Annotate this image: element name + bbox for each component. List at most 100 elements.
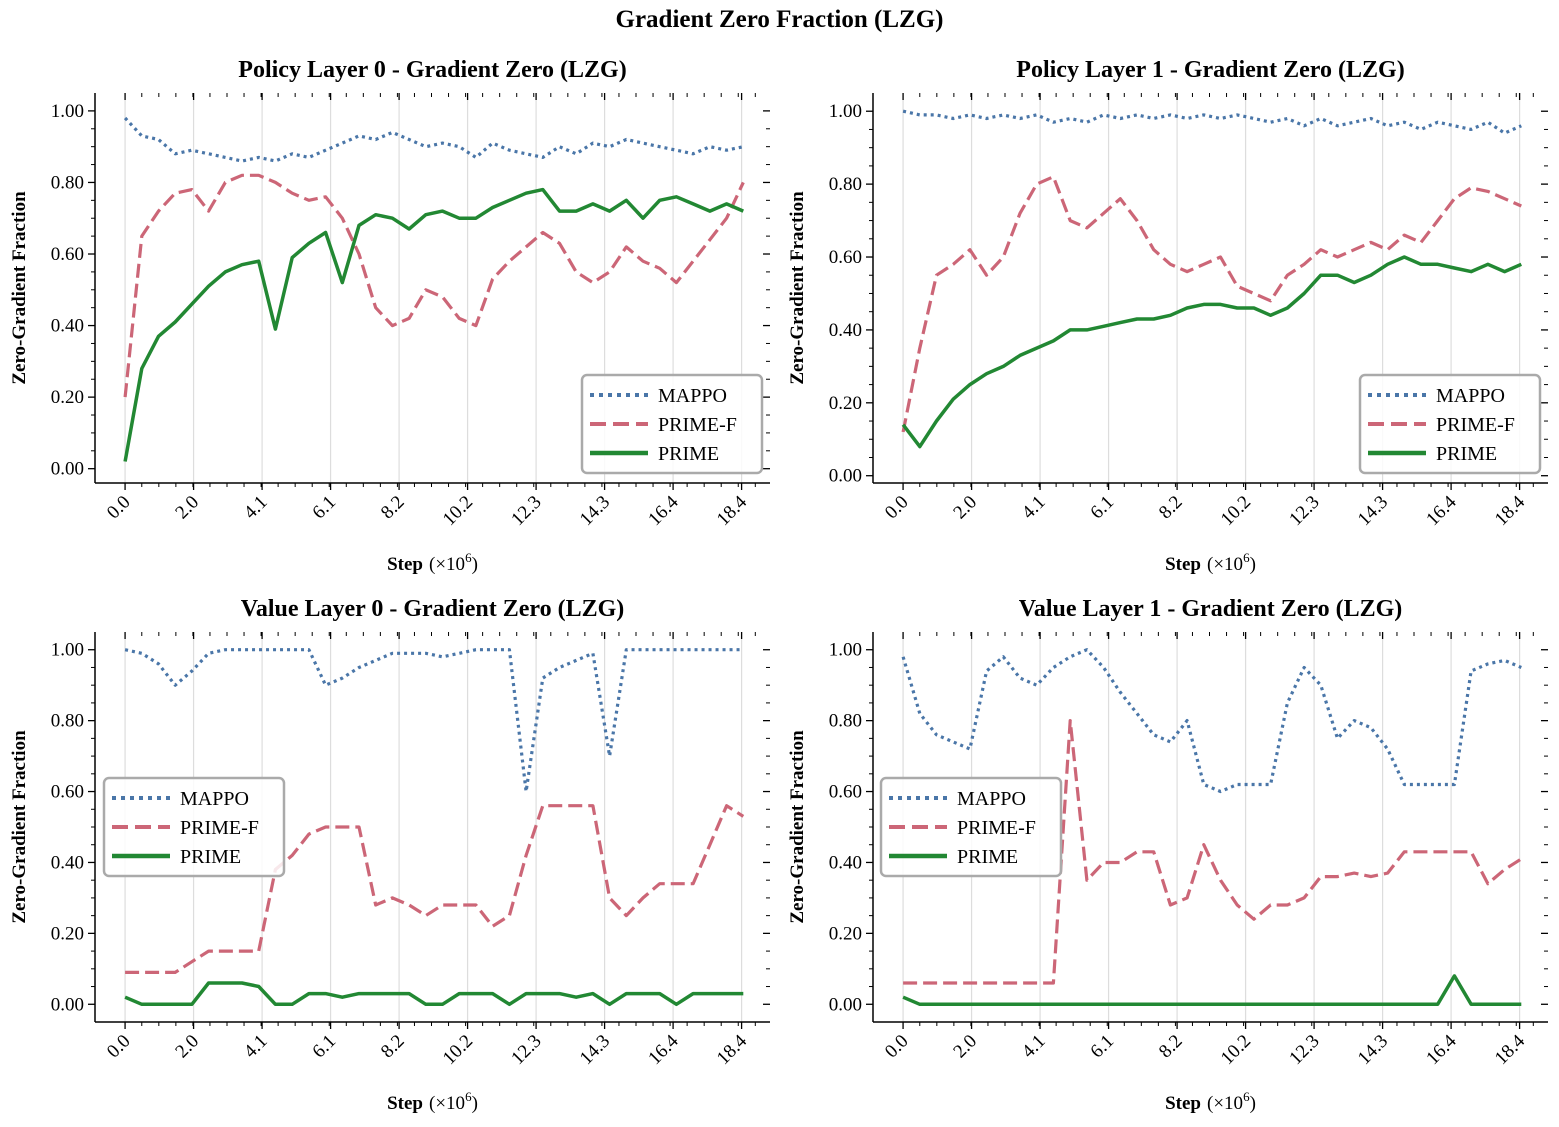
- x-tick-label: 4.1: [240, 492, 272, 524]
- x-axis-label-close: ): [472, 1093, 478, 1114]
- x-tick-label: 16.4: [644, 491, 683, 530]
- y-tick-label: 0.60: [829, 782, 862, 803]
- legend-box: [1358, 373, 1542, 475]
- y-tick-label: 0.40: [51, 316, 84, 337]
- series-line-prime: [902, 974, 1522, 1007]
- series-line-prime-f: [903, 718, 1523, 985]
- x-axis-label-exp: 6: [1243, 1089, 1250, 1104]
- y-tick-label: 0.40: [51, 852, 84, 873]
- x-tick-label: 4.1: [1018, 1031, 1050, 1063]
- y-tick-label: 0.60: [829, 247, 862, 268]
- legend-label: PRIME: [658, 443, 719, 465]
- y-tick-label: 0.40: [829, 852, 862, 873]
- x-tick-label: 0.0: [881, 492, 913, 524]
- x-tick-label: 16.4: [1422, 1030, 1461, 1069]
- y-tick-label: 0.80: [829, 174, 862, 195]
- y-tick-label: 0.60: [51, 782, 84, 803]
- x-axis-label: Step (×106): [387, 550, 478, 575]
- x-tick-label: 10.2: [439, 1031, 477, 1069]
- series-line-prime-f: [901, 175, 1522, 433]
- series-line-prime: [123, 187, 744, 462]
- y-tick-label: 0.00: [51, 459, 84, 480]
- y-tick-label: 0.20: [829, 923, 862, 944]
- x-axis-label: Step (×106): [1165, 550, 1256, 575]
- x-tick-label: 0.0: [881, 1031, 913, 1063]
- series-line-mappo: [123, 116, 744, 163]
- y-tick-label: 1.00: [829, 101, 862, 122]
- x-axis-label-unit: (×10: [1207, 554, 1243, 575]
- y-tick-label: 1.00: [829, 640, 862, 661]
- x-axis-label-exp: 6: [1243, 550, 1250, 565]
- legend-box: [879, 776, 1063, 878]
- y-tick-label: 0.40: [829, 320, 862, 341]
- legend: MAPPO PRIME-F PRIME: [879, 776, 1063, 878]
- x-axis-label: Step (×106): [387, 1089, 478, 1114]
- legend-label: PRIME: [957, 846, 1018, 868]
- x-tick-label: 12.3: [1285, 1031, 1323, 1069]
- x-axis-label-exp: 6: [465, 550, 472, 565]
- x-tick-label: 12.3: [1285, 492, 1323, 530]
- y-tick-label: 0.20: [51, 923, 84, 944]
- y-tick-label: 0.20: [51, 387, 84, 408]
- x-axis-label-main: Step: [1165, 554, 1201, 575]
- y-tick-label: 0.80: [829, 711, 862, 732]
- x-tick-label: 18.4: [1491, 491, 1530, 530]
- figure-title: Gradient Zero Fraction (LZG): [615, 6, 944, 33]
- x-tick-label: 0.0: [103, 492, 135, 524]
- panel-title: Policy Layer 1 - Gradient Zero (LZG): [1016, 57, 1404, 83]
- y-tick-label: 0.80: [51, 172, 84, 193]
- panel-title: Value Layer 1 - Gradient Zero (LZG): [1019, 596, 1403, 622]
- x-tick-label: 2.0: [949, 1031, 981, 1063]
- x-tick-label: 12.3: [507, 1031, 545, 1069]
- series-line-prime-f: [123, 173, 745, 398]
- x-tick-label: 6.1: [1086, 492, 1118, 524]
- x-axis-label-close: ): [1250, 1093, 1256, 1114]
- legend-label: PRIME: [180, 846, 241, 868]
- legend-label: PRIME-F: [957, 817, 1036, 839]
- legend-box: [102, 776, 286, 878]
- x-tick-label: 18.4: [713, 1030, 752, 1069]
- legend-label: MAPPO: [180, 788, 249, 810]
- chart-panel-3: Value Layer 0 - Gradient Zero (LZG) 0.0 2.…: [9, 596, 770, 1114]
- y-tick-label: 0.00: [829, 466, 862, 487]
- y-tick-label: 0.00: [829, 994, 862, 1015]
- x-axis-label-close: ): [472, 554, 478, 575]
- x-tick-label: 6.1: [1086, 1031, 1118, 1063]
- x-tick-label: 18.4: [1491, 1030, 1530, 1069]
- y-axis-label: Zero-Gradient Fraction: [787, 191, 808, 385]
- legend-box: [580, 373, 764, 475]
- series-line-prime: [124, 981, 744, 1007]
- y-tick-label: 1.00: [51, 640, 84, 661]
- x-tick-label: 0.0: [103, 1031, 135, 1063]
- x-axis-label-unit: (×10: [429, 1093, 465, 1114]
- x-tick-label: 14.3: [576, 1031, 614, 1069]
- x-tick-label: 12.3: [507, 492, 545, 530]
- x-tick-label: 14.3: [576, 492, 614, 530]
- legend-label: PRIME: [1436, 443, 1497, 465]
- series-line-prime-f: [125, 804, 745, 975]
- y-tick-label: 0.20: [829, 393, 862, 414]
- x-tick-label: 6.1: [308, 1031, 340, 1063]
- x-tick-label: 8.2: [1155, 1031, 1187, 1063]
- panel-title: Policy Layer 0 - Gradient Zero (LZG): [238, 57, 626, 83]
- series-line-mappo: [902, 109, 1522, 135]
- legend: MAPPO PRIME-F PRIME: [1358, 373, 1542, 475]
- x-tick-label: 4.1: [1018, 492, 1050, 524]
- legend: MAPPO PRIME-F PRIME: [580, 373, 764, 475]
- x-tick-label: 10.2: [1217, 1031, 1255, 1069]
- x-tick-label: 14.3: [1354, 1031, 1392, 1069]
- x-tick-label: 4.1: [240, 1031, 272, 1063]
- x-axis-label-unit: (×10: [429, 554, 465, 575]
- x-tick-label: 8.2: [377, 492, 409, 524]
- panel-title: Value Layer 0 - Gradient Zero (LZG): [241, 596, 625, 622]
- chart-panel-1: Policy Layer 0 - Gradient Zero (LZG) 0.0 2…: [9, 57, 770, 575]
- x-axis-label-main: Step: [387, 554, 423, 575]
- x-tick-label: 6.1: [308, 492, 340, 524]
- legend-label: PRIME-F: [1436, 414, 1515, 436]
- x-tick-label: 8.2: [1155, 492, 1187, 524]
- x-tick-label: 14.3: [1354, 492, 1392, 530]
- y-tick-label: 1.00: [51, 101, 84, 122]
- x-tick-label: 2.0: [171, 492, 203, 524]
- legend-label: MAPPO: [957, 788, 1026, 810]
